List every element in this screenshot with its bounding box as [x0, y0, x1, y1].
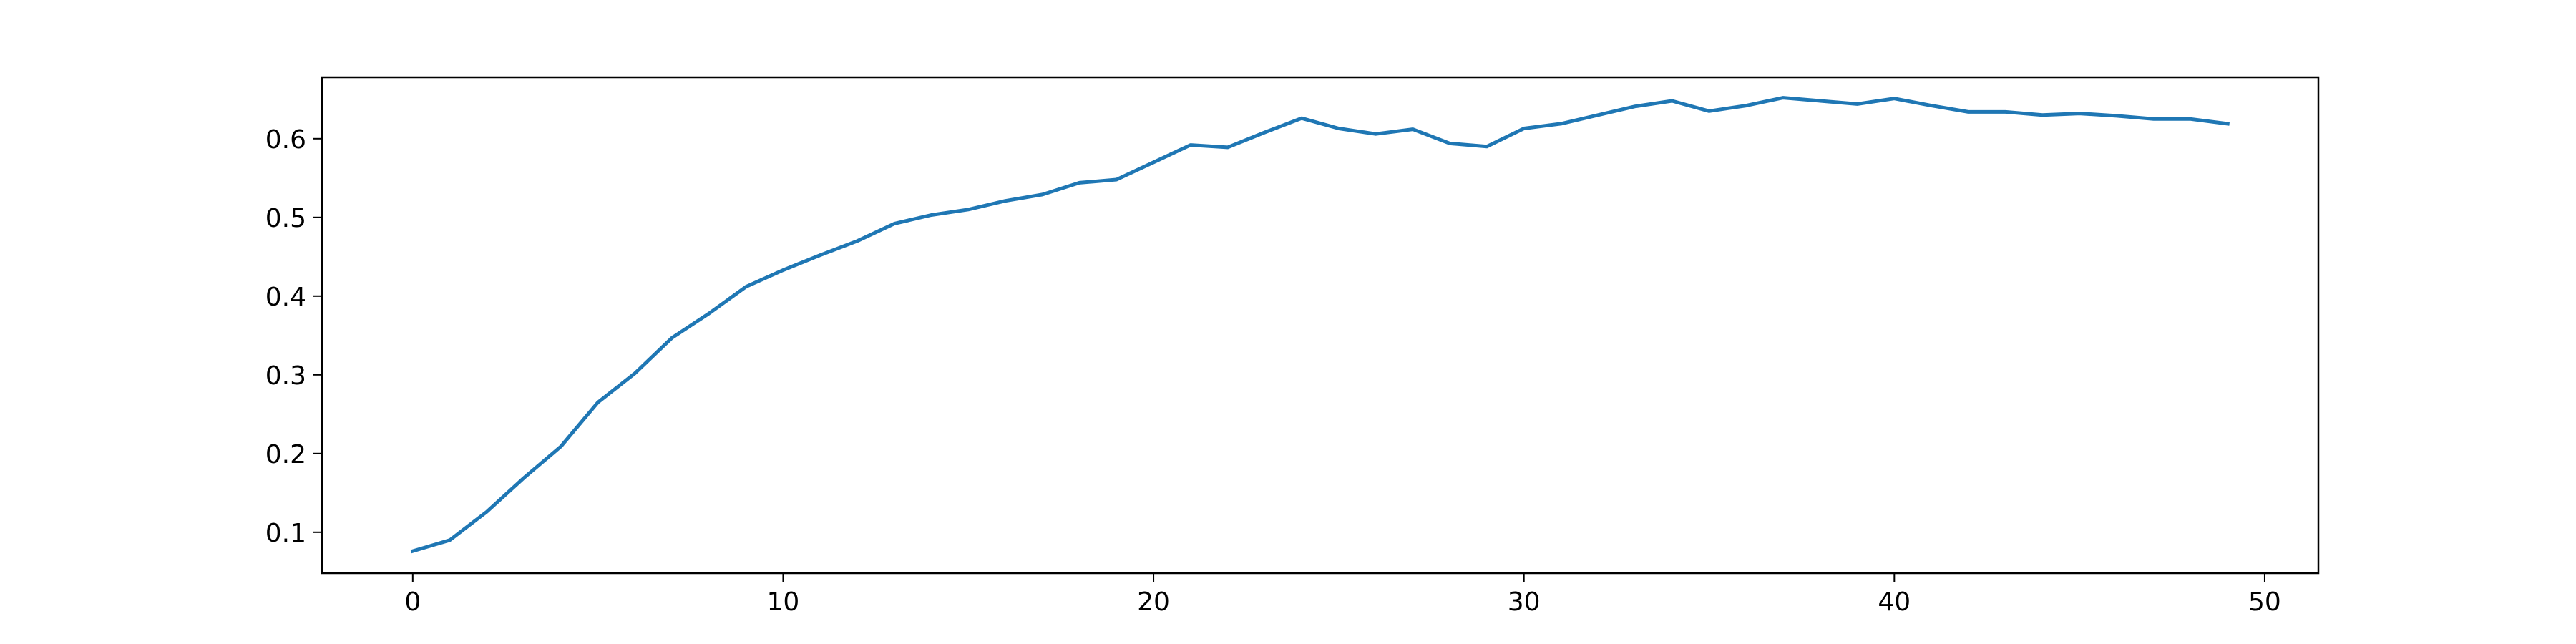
- y-axis: 0.1 0.2 0.3 0.4 0.5 0.6: [265, 125, 322, 548]
- plot-area: [322, 77, 2318, 573]
- x-tick-label: 40: [1878, 587, 1911, 617]
- x-tick-label: 10: [767, 587, 800, 617]
- x-axis: 0 10 20 30 40 50: [404, 573, 2281, 617]
- series-line: [410, 96, 2230, 554]
- x-tick-label: 50: [2248, 587, 2281, 617]
- x-tick-label: 30: [1508, 587, 1541, 617]
- y-tick-label: 0.3: [265, 361, 306, 391]
- x-tick-label: 0: [404, 587, 421, 617]
- y-tick-label: 0.4: [265, 283, 306, 312]
- plot-frame: [321, 76, 2320, 575]
- x-tick-label: 20: [1137, 587, 1170, 617]
- y-tick-label: 0.6: [265, 125, 306, 155]
- y-tick-label: 0.5: [265, 204, 306, 233]
- y-tick-label: 0.2: [265, 440, 306, 469]
- y-tick-label: 0.1: [265, 519, 306, 548]
